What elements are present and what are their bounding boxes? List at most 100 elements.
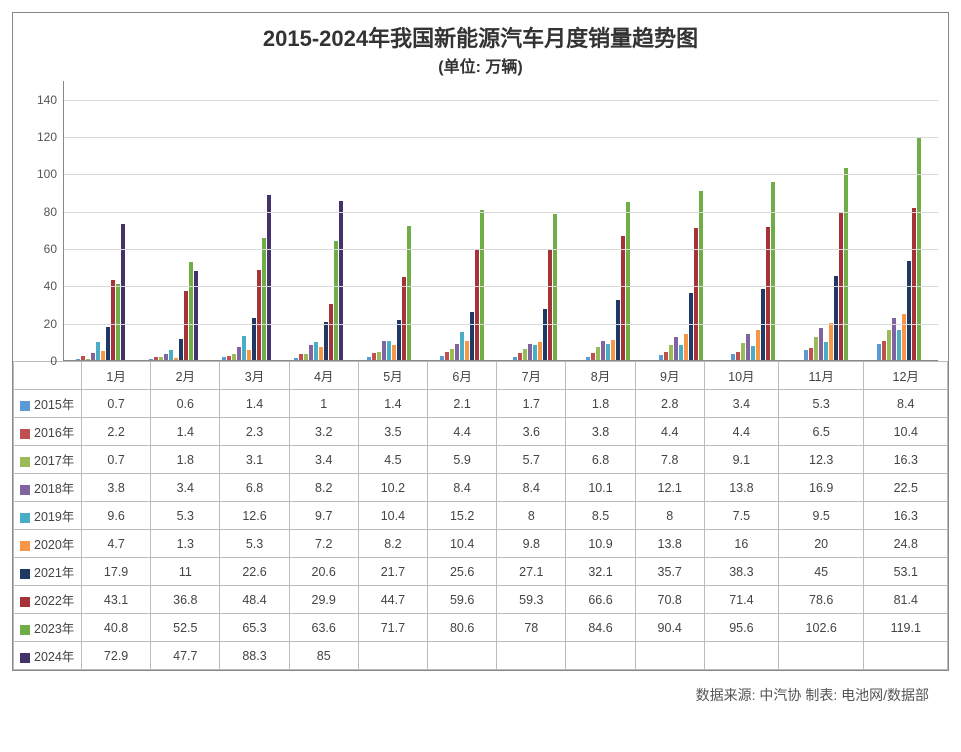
series-label: 2019年	[14, 502, 82, 530]
data-cell: 85	[289, 642, 358, 670]
data-cell: 11	[151, 558, 220, 586]
series-label: 2020年	[14, 530, 82, 558]
data-cell: 12.6	[220, 502, 289, 530]
bar	[814, 337, 818, 360]
bar	[387, 341, 391, 360]
month-header: 8月	[566, 362, 635, 390]
data-cell: 1.4	[220, 390, 289, 418]
gridline	[64, 324, 938, 325]
bar	[766, 227, 770, 360]
data-cell: 90.4	[635, 614, 704, 642]
bar	[548, 249, 552, 360]
data-cell: 15.2	[428, 502, 497, 530]
data-cell: 20	[778, 530, 864, 558]
legend-swatch	[20, 569, 30, 579]
bar-group	[647, 81, 720, 360]
data-cell: 24.8	[864, 530, 948, 558]
bar	[154, 357, 158, 360]
bar-group	[64, 81, 137, 360]
bar	[475, 249, 479, 360]
data-cell: 1.8	[566, 390, 635, 418]
data-cell: 78	[497, 614, 566, 642]
data-cell: 78.6	[778, 586, 864, 614]
table-header-row: 1月2月3月4月5月6月7月8月9月10月11月12月	[14, 362, 948, 390]
bar	[407, 226, 411, 360]
month-header: 9月	[635, 362, 704, 390]
table-corner	[14, 362, 82, 390]
data-cell: 3.5	[358, 418, 427, 446]
data-cell: 10.2	[358, 474, 427, 502]
bar	[189, 262, 193, 360]
bar	[101, 351, 105, 360]
table-row: 2023年40.852.565.363.671.780.67884.690.49…	[14, 614, 948, 642]
data-cell: 44.7	[358, 586, 427, 614]
bar	[741, 343, 745, 360]
data-cell: 81.4	[864, 586, 948, 614]
data-cell: 5.7	[497, 446, 566, 474]
legend-swatch	[20, 513, 30, 523]
legend-swatch	[20, 653, 30, 663]
data-cell: 10.9	[566, 530, 635, 558]
bar	[392, 345, 396, 360]
series-label: 2018年	[14, 474, 82, 502]
data-cell: 4.5	[358, 446, 427, 474]
bar	[751, 346, 755, 360]
plot-area	[63, 81, 938, 361]
bar	[174, 358, 178, 360]
data-cell: 72.9	[82, 642, 151, 670]
bar	[674, 337, 678, 360]
data-cell: 5.9	[428, 446, 497, 474]
bar	[591, 353, 595, 360]
data-cell: 3.8	[566, 418, 635, 446]
data-cell: 88.3	[220, 642, 289, 670]
data-cell: 6.5	[778, 418, 864, 446]
bar	[314, 342, 318, 360]
bar-groups	[64, 81, 938, 360]
data-cell: 2.8	[635, 390, 704, 418]
month-header: 7月	[497, 362, 566, 390]
data-cell: 22.5	[864, 474, 948, 502]
bar	[194, 271, 198, 360]
bar	[262, 238, 266, 360]
data-cell: 10.4	[864, 418, 948, 446]
data-cell: 59.6	[428, 586, 497, 614]
data-cell: 1.7	[497, 390, 566, 418]
bar	[829, 323, 833, 360]
data-cell: 4.4	[704, 418, 778, 446]
data-cell	[497, 642, 566, 670]
data-cell: 59.3	[497, 586, 566, 614]
bar	[179, 339, 183, 360]
bar	[621, 236, 625, 360]
y-tick-label: 140	[37, 93, 57, 107]
data-cell: 66.6	[566, 586, 635, 614]
data-table: 1月2月3月4月5月6月7月8月9月10月11月12月2015年0.70.61.…	[13, 361, 948, 670]
series-label: 2017年	[14, 446, 82, 474]
bar	[247, 350, 251, 360]
table-row: 2021年17.91122.620.621.725.627.132.135.73…	[14, 558, 948, 586]
data-cell: 4.7	[82, 530, 151, 558]
bar	[339, 201, 343, 360]
table-row: 2018年3.83.46.88.210.28.48.410.112.113.81…	[14, 474, 948, 502]
bar	[528, 344, 532, 360]
bar	[299, 354, 303, 360]
data-cell: 6.8	[566, 446, 635, 474]
data-cell: 1	[289, 390, 358, 418]
data-cell: 119.1	[864, 614, 948, 642]
data-cell: 8.2	[358, 530, 427, 558]
bar	[227, 356, 231, 360]
data-cell: 71.7	[358, 614, 427, 642]
legend-swatch	[20, 401, 30, 411]
bar	[309, 345, 313, 360]
bar	[267, 195, 271, 360]
bar	[304, 354, 308, 360]
bar	[606, 344, 610, 360]
bar	[902, 314, 906, 360]
gridline	[64, 212, 938, 213]
bar	[237, 347, 241, 360]
bar	[91, 353, 95, 360]
y-tick-label: 40	[44, 279, 57, 293]
data-cell: 1.4	[358, 390, 427, 418]
month-header: 11月	[778, 362, 864, 390]
bar	[699, 191, 703, 360]
table-row: 2020年4.71.35.37.28.210.49.810.913.816202…	[14, 530, 948, 558]
